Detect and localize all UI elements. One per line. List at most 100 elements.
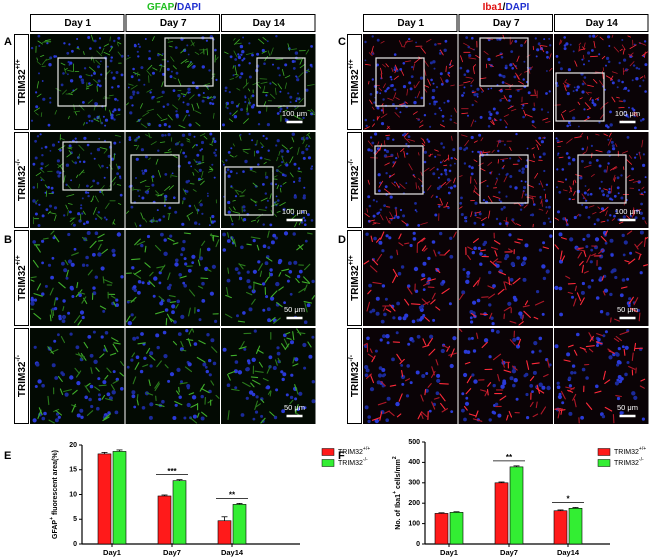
nucleus (487, 125, 491, 128)
nucleus (199, 149, 202, 152)
nucleus (85, 121, 88, 125)
nucleus (526, 416, 530, 420)
nucleus (115, 71, 119, 74)
cell-process (200, 387, 210, 394)
nucleus (414, 209, 417, 212)
cell-process (573, 349, 578, 356)
nucleus (152, 71, 155, 75)
cell-process (497, 288, 505, 295)
cell-process (207, 170, 214, 173)
nucleus (642, 153, 646, 156)
row-label: TRIM32+/+ (348, 255, 361, 301)
nucleus (206, 247, 211, 252)
nucleus (301, 210, 304, 214)
nucleus (406, 152, 409, 155)
cell-process (398, 242, 404, 247)
cell-process (102, 416, 110, 422)
nucleus (289, 395, 294, 400)
scale-bar-label: 100 μm (615, 109, 640, 118)
cell-process (629, 44, 637, 49)
cell-process (404, 101, 408, 104)
cell-process (106, 367, 112, 374)
nucleus (182, 151, 186, 155)
cell-process (503, 176, 508, 183)
cell-process (641, 139, 644, 148)
nucleus (490, 316, 494, 320)
nucleus (627, 304, 631, 308)
nucleus (94, 102, 97, 105)
significance-label: *** (167, 467, 177, 476)
cell-process (443, 205, 449, 208)
nucleus (131, 104, 134, 107)
cell-process (279, 202, 286, 207)
nucleus (305, 71, 308, 74)
nucleus (269, 223, 273, 227)
nucleus (100, 335, 104, 339)
nucleus (69, 375, 74, 380)
nucleus (204, 365, 208, 369)
nucleus (266, 385, 271, 390)
cell-process (557, 140, 563, 144)
nucleus (178, 273, 182, 277)
cell-process (188, 307, 191, 317)
cell-process (234, 66, 238, 75)
cell-process (363, 260, 370, 265)
cell-process (197, 259, 201, 267)
nucleus (477, 150, 480, 154)
nucleus (238, 75, 242, 79)
nucleus (536, 290, 540, 294)
nucleus (181, 222, 185, 226)
nucleus (171, 172, 174, 175)
cell-process (586, 254, 591, 263)
cell-process (604, 406, 613, 412)
bar (157, 495, 172, 545)
cell-process (638, 254, 641, 261)
nucleus (566, 92, 570, 96)
nucleus (531, 213, 535, 217)
cell-process (298, 287, 306, 293)
cell-process (379, 143, 383, 151)
cell-process (71, 404, 77, 408)
cell-process (386, 126, 390, 130)
nucleus (542, 276, 547, 281)
cell-process (241, 189, 246, 194)
nucleus (599, 254, 604, 259)
cell-process (276, 302, 283, 308)
nucleus (281, 377, 285, 382)
y-tick-label: 5 (73, 516, 77, 523)
nucleus (198, 223, 201, 226)
cell-process (130, 84, 138, 90)
nucleus (300, 137, 305, 141)
nucleus (432, 172, 436, 176)
nucleus (135, 177, 137, 179)
nucleus (483, 338, 489, 343)
cell-process (363, 342, 368, 346)
cell-process (384, 162, 390, 166)
nucleus (538, 382, 543, 387)
nucleus (516, 336, 520, 341)
row-label-sup: -/- (15, 354, 22, 361)
cell-process (372, 281, 382, 285)
nucleus (616, 396, 621, 401)
nucleus (152, 294, 156, 298)
nucleus (364, 405, 369, 410)
cell-process (149, 271, 154, 277)
nucleus (92, 286, 96, 290)
nucleus (111, 86, 114, 89)
nucleus (432, 60, 436, 64)
stain-dapi: DAPI (177, 2, 201, 13)
y-tick-label: 20 (69, 442, 77, 449)
nucleus (545, 183, 549, 186)
nucleus (93, 359, 98, 364)
nucleus (400, 265, 405, 269)
nucleus (126, 300, 130, 304)
nucleus (592, 34, 596, 38)
nucleus (557, 210, 560, 214)
bar (232, 504, 247, 545)
nucleus (49, 204, 52, 208)
cell-process (68, 150, 72, 155)
cell-process (366, 208, 369, 213)
nucleus (495, 111, 499, 115)
cell-process (255, 403, 261, 408)
row-label-sup: +/+ (15, 59, 22, 69)
